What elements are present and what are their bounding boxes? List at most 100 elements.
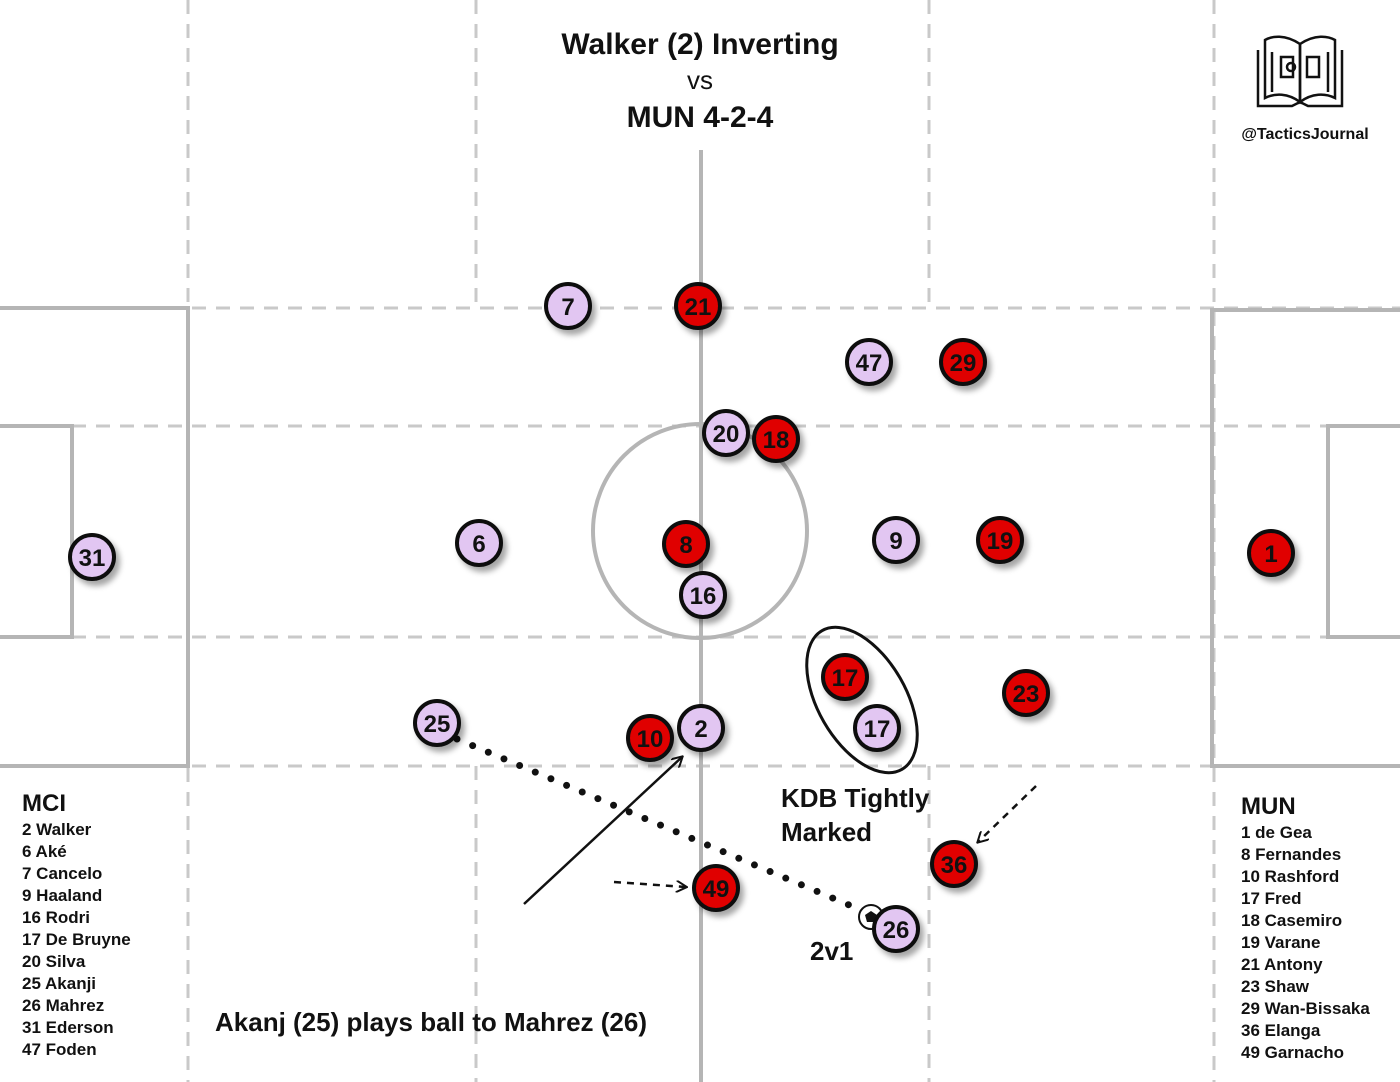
player-token bbox=[845, 338, 893, 386]
player-token bbox=[1002, 669, 1050, 717]
mun-player-21-marker: 21 bbox=[674, 282, 722, 330]
player-number: 47 bbox=[856, 350, 883, 377]
mun-roster-entry: 36 Elanga bbox=[1241, 1021, 1321, 1040]
player-number: 36 bbox=[941, 852, 968, 879]
mci-player-47-marker: 47 bbox=[845, 338, 893, 386]
title-line-1: Walker (2) Inverting bbox=[561, 28, 838, 61]
mun-player-10-marker: 10 bbox=[626, 714, 674, 762]
player-token bbox=[939, 338, 987, 386]
player-number: 23 bbox=[1013, 681, 1040, 708]
mci-roster-entry: 26 Mahrez bbox=[22, 996, 105, 1015]
walker-run-arrow bbox=[523, 757, 682, 905]
two-v-one-label: 2v1 bbox=[810, 936, 853, 966]
mci-player-7-marker: 7 bbox=[544, 282, 592, 330]
mun-roster-list: 1 de Gea 8 Fernandes 10 Rashford 17 Fred 18 … bbox=[1241, 822, 1370, 1064]
title-line-3: MUN 4-2-4 bbox=[627, 101, 774, 134]
mun-player-18-marker: 18 bbox=[752, 415, 800, 463]
player-token bbox=[872, 905, 920, 953]
player-token bbox=[626, 714, 674, 762]
right-goal-box bbox=[1326, 424, 1400, 639]
mun-player-29-marker: 29 bbox=[939, 338, 987, 386]
mun-player-36-marker: 36 bbox=[930, 840, 978, 888]
player-token bbox=[68, 533, 116, 581]
player-number: 17 bbox=[864, 716, 891, 743]
mun-player-19-marker: 19 bbox=[976, 516, 1024, 564]
mun-roster-entry: 18 Casemiro bbox=[1241, 911, 1343, 930]
player-token bbox=[544, 282, 592, 330]
mun-player-1-marker: 1 bbox=[1247, 529, 1295, 577]
elanga-press-arrow bbox=[978, 785, 1037, 842]
garnacho-press-arrow bbox=[613, 882, 686, 887]
left-penalty-box bbox=[0, 306, 190, 768]
mci-roster-entry: 17 De Bruyne bbox=[22, 930, 131, 949]
player-number: 16 bbox=[690, 583, 717, 610]
player-number: 26 bbox=[883, 917, 910, 944]
right-penalty-box bbox=[1210, 308, 1400, 768]
mci-player-20-marker: 20 bbox=[702, 409, 750, 457]
player-number: 49 bbox=[703, 876, 730, 903]
mun-roster-entry: 17 Fred bbox=[1241, 889, 1302, 908]
kdb-note-line-2: Marked bbox=[781, 817, 872, 847]
twitter-handle: @TacticsJournal bbox=[1241, 126, 1368, 143]
mci-roster-entry: 2 Walker bbox=[22, 820, 92, 839]
play-caption: Akanj (25) plays ball to Mahrez (26) bbox=[215, 1007, 647, 1037]
open-book-pitch-icon bbox=[1256, 35, 1344, 108]
player-number: 9 bbox=[889, 528, 902, 555]
mci-player-17-marker: 17 bbox=[853, 704, 901, 752]
mun-roster-heading: MUN bbox=[1241, 793, 1296, 820]
player-number: 21 bbox=[685, 294, 712, 321]
player-number: 6 bbox=[472, 531, 485, 558]
player-number: 29 bbox=[950, 350, 977, 377]
player-token bbox=[679, 571, 727, 619]
player-token bbox=[413, 699, 461, 747]
player-token bbox=[662, 520, 710, 568]
mun-roster-entry: 23 Shaw bbox=[1241, 977, 1310, 996]
mun-player-23-marker: 23 bbox=[1002, 669, 1050, 717]
mun-roster-entry: 8 Fernandes bbox=[1241, 845, 1342, 864]
player-number: 20 bbox=[713, 421, 740, 448]
mun-roster-entry: 10 Rashford bbox=[1241, 867, 1340, 886]
mci-roster-entry: 7 Cancelo bbox=[22, 864, 103, 883]
mci-player-6-marker: 6 bbox=[455, 519, 503, 567]
player-number: 19 bbox=[987, 528, 1014, 555]
pass-dotted-line bbox=[453, 735, 872, 917]
player-number: 17 bbox=[832, 665, 859, 692]
movement-lines bbox=[453, 625, 1037, 917]
mci-player-26-marker: 26 bbox=[872, 905, 920, 953]
player-token bbox=[821, 653, 869, 701]
mci-player-16-marker: 16 bbox=[679, 571, 727, 619]
centre-circle bbox=[591, 422, 809, 640]
mci-player-2-marker: 2 bbox=[677, 704, 725, 752]
kdb-marking-ellipse bbox=[805, 625, 919, 775]
player-number: 8 bbox=[679, 532, 692, 559]
mci-roster-entry: 47 Foden bbox=[22, 1040, 97, 1059]
mun-roster-entry: 1 de Gea bbox=[1241, 823, 1312, 842]
player-number: 2 bbox=[694, 716, 707, 743]
player-token bbox=[752, 415, 800, 463]
title-vs: vs bbox=[687, 65, 713, 95]
mun-roster-entry: 29 Wan-Bissaka bbox=[1241, 999, 1370, 1018]
player-token bbox=[853, 704, 901, 752]
player-token bbox=[702, 409, 750, 457]
mun-player-8-marker: 8 bbox=[662, 520, 710, 568]
player-number: 10 bbox=[637, 726, 664, 753]
mun-player-17-marker: 17 bbox=[821, 653, 869, 701]
mci-player-31-marker: 31 bbox=[68, 533, 116, 581]
player-token bbox=[455, 519, 503, 567]
player-number: 1 bbox=[1264, 541, 1277, 568]
mci-player-9-marker: 9 bbox=[872, 516, 920, 564]
mun-roster-entry: 49 Garnacho bbox=[1241, 1043, 1344, 1062]
mun-roster-entry: 19 Varane bbox=[1241, 933, 1321, 952]
left-goal-box bbox=[0, 424, 74, 639]
mci-roster-entry: 31 Ederson bbox=[22, 1018, 114, 1037]
mun-roster-entry: 21 Antony bbox=[1241, 955, 1323, 974]
player-token bbox=[674, 282, 722, 330]
mci-roster-list: 2 Walker 6 Aké 7 Cancelo 9 Haaland 16 Rodri 1… bbox=[22, 819, 131, 1061]
mci-roster-entry: 9 Haaland bbox=[22, 886, 103, 905]
mci-roster-heading: MCI bbox=[22, 790, 66, 817]
mci-roster-entry: 25 Akanji bbox=[22, 974, 97, 993]
mci-roster-entry: 16 Rodri bbox=[22, 908, 91, 927]
player-token bbox=[677, 704, 725, 752]
